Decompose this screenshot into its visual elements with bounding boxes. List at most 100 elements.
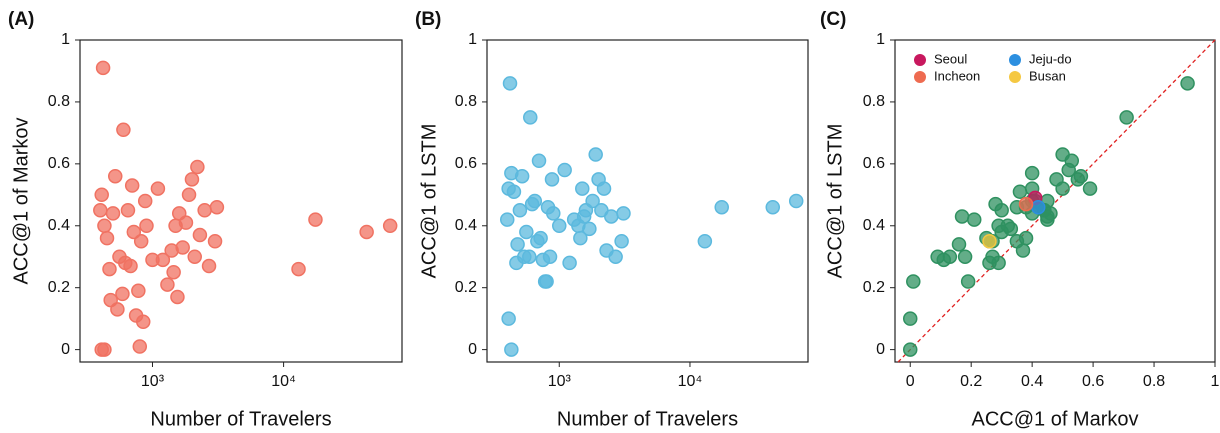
- point: [930, 249, 945, 264]
- point: [178, 215, 194, 230]
- point: [94, 342, 109, 357]
- point: [957, 249, 973, 264]
- x-tick-label: 1: [1211, 373, 1220, 390]
- point: [105, 206, 121, 221]
- point: [527, 193, 543, 209]
- point: [1009, 234, 1025, 249]
- panel-label: (B): [415, 9, 441, 30]
- point: [184, 172, 200, 187]
- x-tick-label: 10³: [141, 373, 165, 390]
- point: [139, 218, 154, 234]
- legend-label: Jeju-do: [1029, 51, 1072, 66]
- point: [588, 147, 603, 162]
- point: [124, 178, 140, 193]
- x-axis-label: ACC@1 of Markov: [971, 408, 1138, 430]
- point: [522, 249, 537, 264]
- highlight-point: [982, 234, 997, 249]
- point: [585, 193, 600, 209]
- legend-label: Seoul: [934, 51, 967, 66]
- point: [788, 193, 804, 209]
- point: [120, 203, 136, 218]
- point: [573, 230, 588, 246]
- point: [906, 274, 921, 289]
- axes-frame: [894, 39, 1216, 363]
- point: [137, 193, 153, 209]
- point: [575, 181, 590, 196]
- legend-label: Busan: [1029, 68, 1066, 83]
- point: [608, 249, 623, 264]
- point: [501, 311, 516, 326]
- point: [207, 234, 223, 249]
- legend-marker: [1009, 54, 1021, 66]
- identity-line: [897, 39, 1216, 363]
- legend-marker: [914, 71, 926, 83]
- point: [132, 339, 148, 354]
- y-axis-label: ACC@1 of LSTM: [824, 124, 846, 279]
- highlight-point: [1018, 196, 1034, 212]
- point: [510, 237, 525, 252]
- point: [544, 172, 560, 187]
- point: [502, 76, 518, 91]
- point: [115, 286, 130, 302]
- y-tick-label: 0.8: [863, 93, 885, 110]
- point: [116, 122, 131, 138]
- point: [697, 234, 713, 249]
- point: [546, 206, 561, 221]
- point: [954, 209, 970, 224]
- legend-marker: [914, 54, 926, 66]
- point: [126, 224, 142, 240]
- axes-frame: [79, 39, 403, 363]
- point: [714, 199, 729, 215]
- point: [197, 203, 212, 218]
- point: [133, 234, 149, 249]
- point: [557, 162, 572, 178]
- point: [308, 212, 323, 227]
- point: [166, 264, 181, 280]
- point: [190, 159, 205, 175]
- y-tick-label: 0.4: [48, 217, 70, 234]
- point: [107, 168, 123, 184]
- point: [966, 212, 982, 227]
- y-tick-label: 0.6: [863, 155, 885, 172]
- point: [504, 342, 519, 357]
- y-axis-label: ACC@1 of LSTM: [418, 124, 440, 279]
- point: [131, 283, 146, 299]
- x-tick-label: 0: [906, 373, 915, 390]
- point: [1119, 110, 1134, 125]
- panel-label: (A): [8, 9, 34, 30]
- y-tick-label: 0: [876, 341, 885, 358]
- point: [1070, 172, 1086, 187]
- point: [539, 274, 554, 289]
- y-tick-label: 0.4: [455, 217, 477, 234]
- point: [94, 187, 109, 203]
- point: [596, 181, 612, 196]
- y-tick-label: 1: [61, 31, 70, 48]
- point: [359, 224, 374, 240]
- x-tick-label: 10⁴: [271, 373, 296, 390]
- point: [1012, 184, 1028, 199]
- point: [616, 206, 631, 221]
- point: [512, 203, 528, 218]
- highlight-point: [1030, 199, 1046, 215]
- x-tick-label: 0.4: [1021, 373, 1043, 390]
- point: [951, 237, 967, 252]
- point: [765, 199, 781, 215]
- point: [102, 261, 117, 277]
- point: [1003, 221, 1019, 237]
- y-tick-label: 0.6: [48, 155, 70, 172]
- point: [902, 342, 918, 357]
- point: [1055, 147, 1070, 162]
- y-tick-label: 0.2: [863, 279, 885, 296]
- point: [123, 258, 138, 274]
- point: [135, 314, 151, 329]
- point: [382, 218, 398, 234]
- legend-label: Incheon: [934, 68, 980, 83]
- point: [97, 218, 112, 234]
- y-tick-label: 0.8: [455, 93, 477, 110]
- point: [552, 218, 567, 234]
- y-tick-label: 0: [61, 341, 70, 358]
- point: [93, 203, 108, 218]
- point: [201, 258, 217, 274]
